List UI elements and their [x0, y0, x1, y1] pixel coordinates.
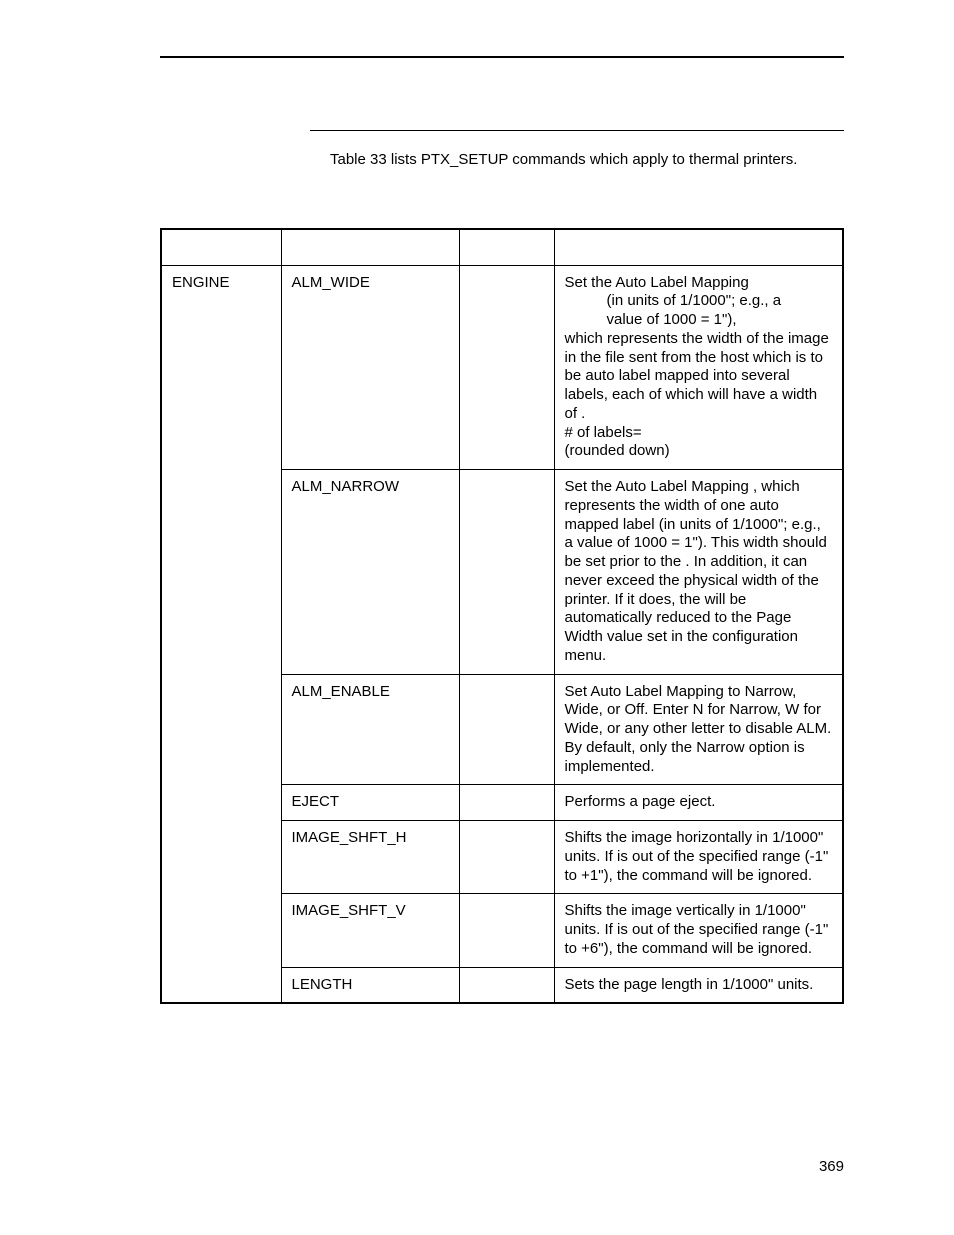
desc-line: Set Auto Label Mapping to Narrow, Wide, … — [565, 683, 833, 777]
header-command — [161, 229, 281, 265]
cell-parameter — [459, 674, 554, 785]
cell-subcommand: ALM_NARROW — [281, 470, 459, 675]
cell-description: Set the Auto Label Mapping (in units of … — [554, 265, 843, 470]
intro-text: Table 33 lists PTX_SETUP commands which … — [330, 151, 844, 168]
commands-table: ENGINE ALM_WIDE Set the Auto Label Mappi… — [160, 228, 844, 1004]
cell-parameter — [459, 894, 554, 967]
cell-subcommand: ALM_WIDE — [281, 265, 459, 470]
desc-line: Performs a page eject. — [565, 793, 833, 812]
desc-line: (in units of 1/1000"; e.g., a — [607, 292, 833, 311]
chapter-rule — [160, 56, 844, 58]
desc-line: Set the Auto Label Mapping — [565, 274, 833, 293]
cell-command: ENGINE — [161, 265, 281, 1003]
cell-parameter — [459, 265, 554, 470]
page-number: 369 — [819, 1158, 844, 1175]
cell-description: Set Auto Label Mapping to Narrow, Wide, … — [554, 674, 843, 785]
cell-subcommand: IMAGE_SHFT_H — [281, 821, 459, 894]
cell-description: Shifts the image horizontally in 1/1000"… — [554, 821, 843, 894]
desc-line: Shifts the image horizontally in 1/1000"… — [565, 829, 833, 885]
cell-parameter — [459, 821, 554, 894]
desc-line: value of 1000 = 1"), — [607, 311, 833, 330]
cell-parameter — [459, 470, 554, 675]
table-header-row — [161, 229, 843, 265]
cell-subcommand: LENGTH — [281, 967, 459, 1003]
desc-line: which represents the width of the image … — [565, 330, 833, 424]
cell-description: Performs a page eject. — [554, 785, 843, 821]
section-rule — [310, 130, 844, 131]
desc-line: Set the Auto Label Mapping , which repre… — [565, 478, 833, 666]
cell-parameter — [459, 967, 554, 1003]
header-subcommand — [281, 229, 459, 265]
cell-subcommand: IMAGE_SHFT_V — [281, 894, 459, 967]
cell-description: Shifts the image vertically in 1/1000" u… — [554, 894, 843, 967]
desc-line: Shifts the image vertically in 1/1000" u… — [565, 902, 833, 958]
cell-subcommand: EJECT — [281, 785, 459, 821]
cell-description: Set the Auto Label Mapping , which repre… — [554, 470, 843, 675]
cell-parameter — [459, 785, 554, 821]
desc-line: Sets the page length in 1/1000" units. — [565, 976, 833, 995]
header-parameter — [459, 229, 554, 265]
desc-line: # of labels= — [565, 424, 833, 443]
cell-description: Sets the page length in 1/1000" units. — [554, 967, 843, 1003]
cell-subcommand: ALM_ENABLE — [281, 674, 459, 785]
header-description — [554, 229, 843, 265]
table-row: ENGINE ALM_WIDE Set the Auto Label Mappi… — [161, 265, 843, 470]
desc-line: (rounded down) — [565, 442, 833, 461]
